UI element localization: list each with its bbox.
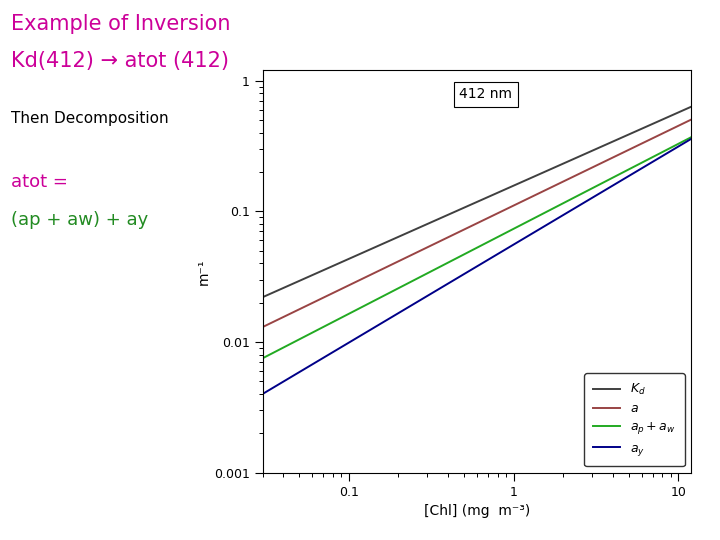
Text: Kd(412) → atot (412): Kd(412) → atot (412) xyxy=(11,51,229,71)
Text: Example of Inversion: Example of Inversion xyxy=(11,14,230,33)
Text: atot =: atot = xyxy=(11,173,68,191)
Text: 412 nm: 412 nm xyxy=(459,87,512,102)
Y-axis label: m⁻¹: m⁻¹ xyxy=(197,258,211,285)
Text: (ap + aw) + ay: (ap + aw) + ay xyxy=(11,211,148,228)
Text: Then Decomposition: Then Decomposition xyxy=(11,111,168,126)
Legend: $K_d$, $a$, $a_p + a_w$, $a_y$: $K_d$, $a$, $a_p + a_w$, $a_y$ xyxy=(584,374,685,466)
X-axis label: [Chl] (mg  m⁻³): [Chl] (mg m⁻³) xyxy=(424,504,530,518)
